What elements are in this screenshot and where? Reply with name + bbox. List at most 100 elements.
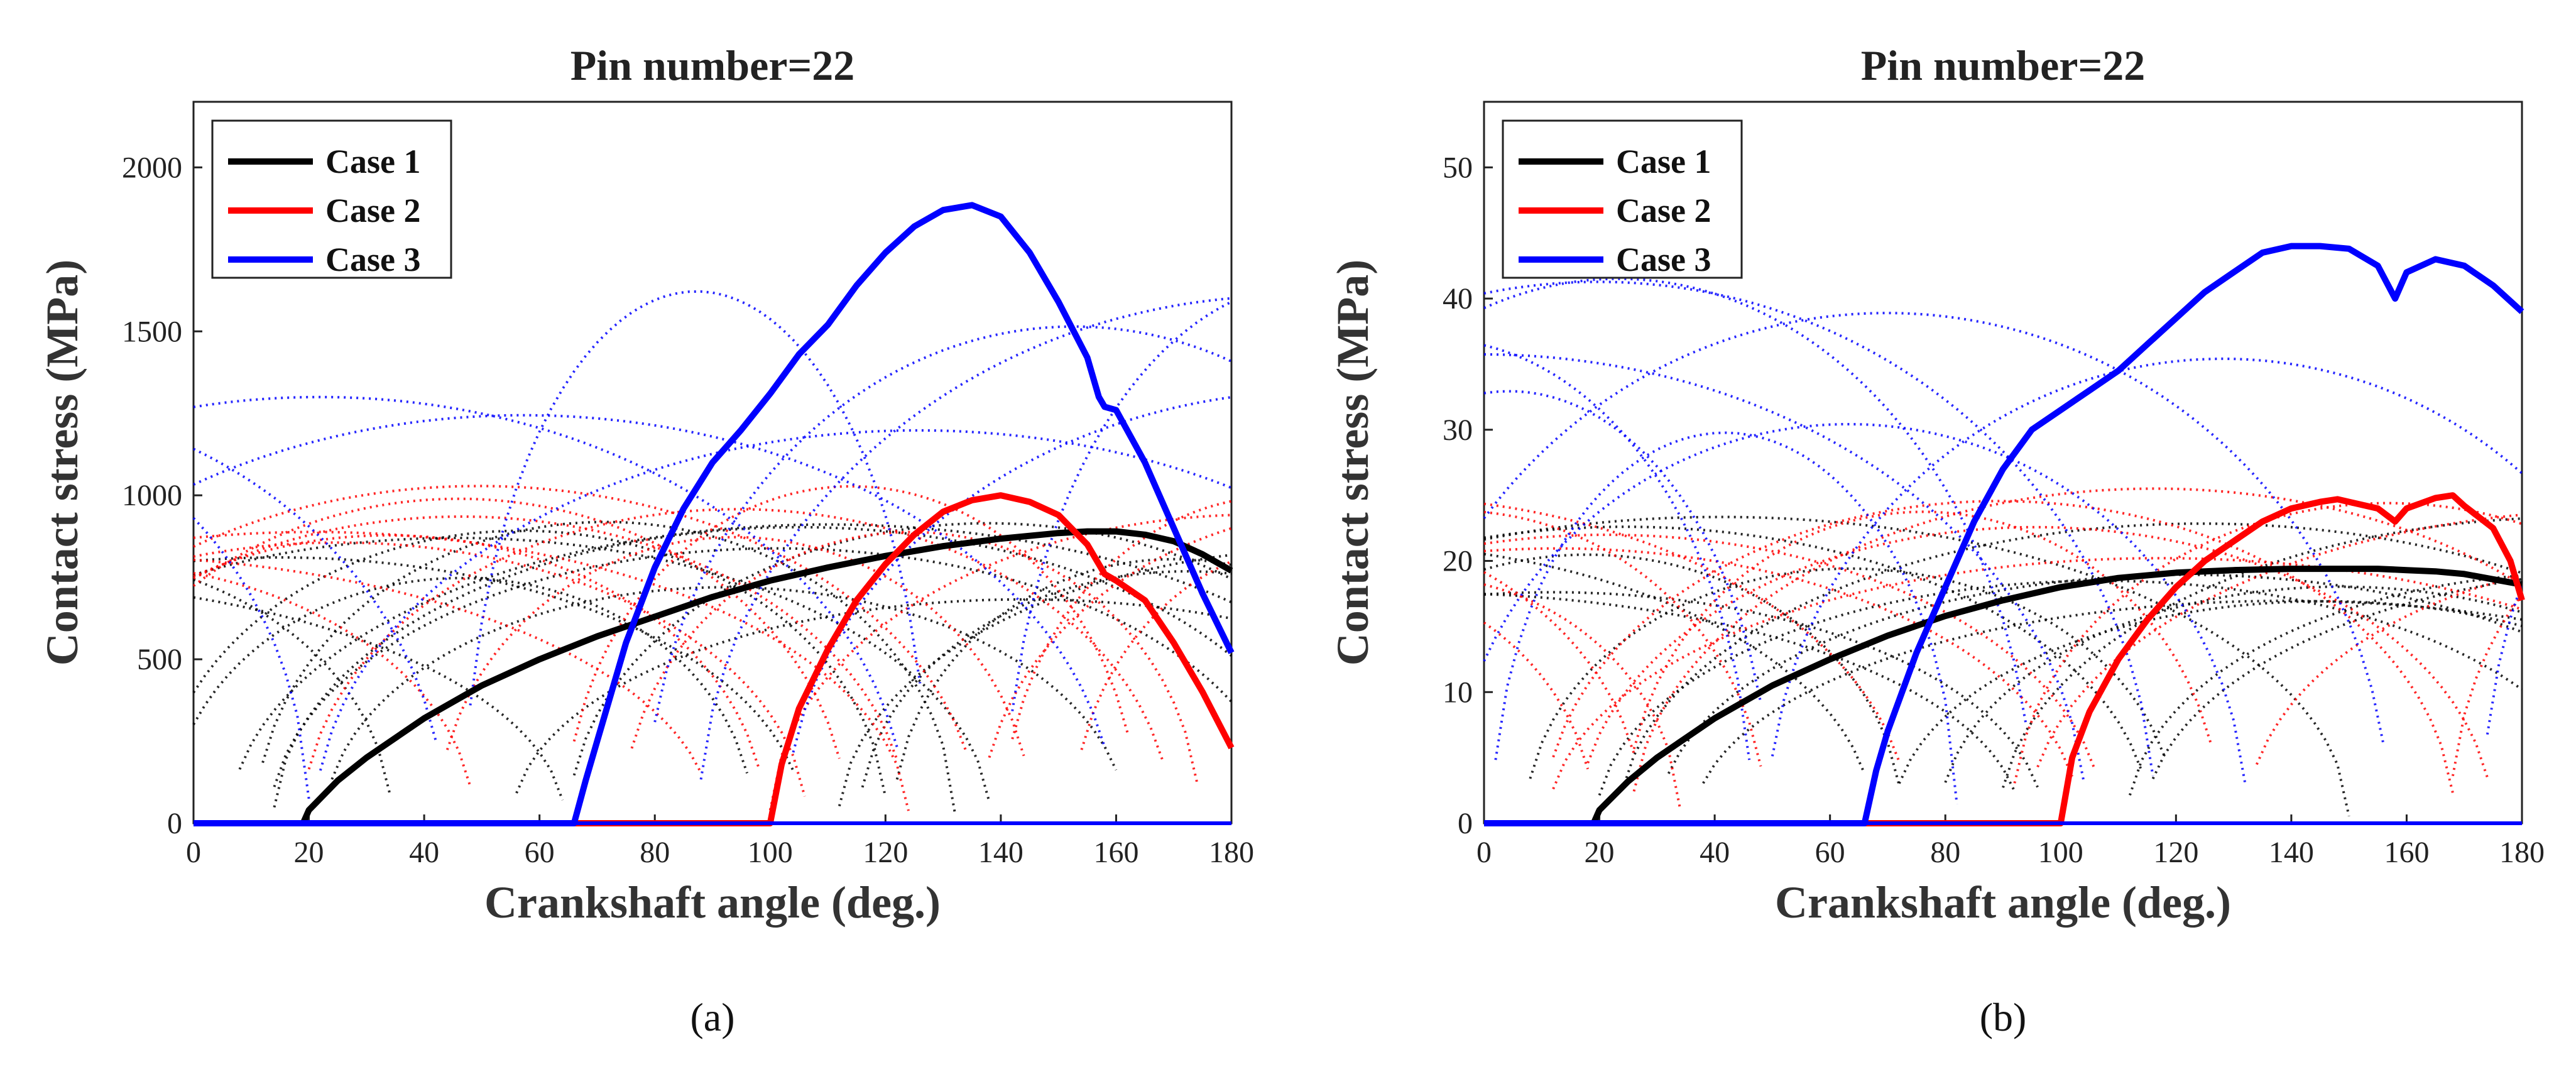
- y-tick-label: 30: [1443, 414, 1473, 447]
- background-curve: [2255, 574, 2523, 765]
- background-curve: [1483, 277, 2028, 725]
- background-curve: [1621, 522, 2523, 791]
- x-tick-label: 40: [1700, 836, 1730, 869]
- background-curve: [1667, 573, 2523, 774]
- legend-label: Case 2: [1616, 192, 1711, 229]
- series-line-case-3: [1484, 243, 2524, 826]
- y-tick-label: 40: [1443, 282, 1473, 315]
- panel-caption: (b): [1980, 995, 2027, 1039]
- series-line-case-1: [1484, 566, 2523, 826]
- background-curve: [572, 522, 1232, 776]
- x-tick-label: 60: [525, 836, 555, 869]
- x-tick-label: 40: [409, 836, 439, 869]
- background-pin-curves: [1483, 277, 2523, 817]
- legend-label: Case 1: [1616, 143, 1711, 180]
- background-curve: [193, 530, 910, 811]
- background-curve: [699, 297, 1232, 780]
- background-curve: [319, 429, 1232, 771]
- x-axis-label: Crankshaft angle (deg.): [1775, 877, 2231, 928]
- chart-panel-a: 0 20 40 60 80 100 120 140 160 180 0 500 1000 1500 2000…: [37, 41, 1254, 1039]
- y-tick-label: 0: [1458, 807, 1473, 840]
- background-curve: [2151, 578, 2523, 780]
- background-curve: [2486, 582, 2523, 735]
- background-curve: [1483, 344, 1751, 760]
- background-curve: [1494, 431, 1958, 804]
- legend: Case 1 Case 2 Case 3: [211, 119, 452, 279]
- background-curve: [445, 535, 1025, 757]
- background-curve: [895, 557, 1232, 780]
- y-tick-label: 1000: [122, 479, 182, 512]
- background-curve: [1702, 600, 2523, 784]
- background-curve: [238, 523, 1232, 770]
- y-tick-label: 50: [1443, 151, 1473, 184]
- background-curve: [193, 414, 1106, 747]
- legend-label: Case 2: [325, 192, 420, 229]
- x-tick-label: 140: [2269, 836, 2314, 869]
- background-curve: [1483, 571, 1635, 754]
- x-axis-label: Crankshaft angle (deg.): [484, 877, 941, 928]
- legend-label: Case 3: [1616, 241, 1711, 278]
- background-curve: [1598, 579, 2523, 796]
- legend-label: Case 1: [325, 143, 420, 180]
- x-tick-label: 180: [1209, 836, 1254, 869]
- background-curve: [1483, 622, 1590, 770]
- background-curve: [1483, 280, 2154, 777]
- y-tick-label: 20: [1443, 545, 1473, 578]
- background-curve: [1483, 552, 1866, 775]
- legend-box: [211, 119, 452, 279]
- x-tick-label: 80: [1930, 836, 1960, 869]
- x-tick-label: 160: [1093, 836, 1138, 869]
- background-curve: [2002, 517, 2523, 788]
- chart-title: Pin number=22: [570, 41, 854, 89]
- x-tick-label: 20: [1585, 836, 1615, 869]
- legend-box: [1502, 119, 1743, 279]
- y-axis-label: Contact stress (MPa): [37, 260, 87, 666]
- x-tick-label: 100: [2038, 836, 2083, 869]
- x-tick-label: 60: [1815, 836, 1845, 869]
- y-tick-label: 2000: [122, 151, 182, 184]
- background-curve: [1632, 487, 2523, 792]
- x-tick-label: 140: [978, 836, 1023, 869]
- background-curve: [1483, 353, 2085, 782]
- x-tick-label: 80: [640, 836, 670, 869]
- x-tick-label: 20: [294, 836, 324, 869]
- legend-label: Case 3: [325, 241, 420, 278]
- background-curve: [1483, 390, 1762, 703]
- x-tick-label: 0: [186, 836, 201, 869]
- series-line-case-1: [194, 528, 1233, 826]
- background-curve: [1944, 585, 2523, 783]
- background-curve: [1483, 502, 1901, 762]
- x-tick-label: 120: [863, 836, 908, 869]
- background-curve: [193, 558, 702, 774]
- background-curve: [1483, 593, 2016, 792]
- background-curve: [653, 325, 1232, 723]
- background-curve: [1483, 547, 2073, 777]
- background-curve: [2036, 513, 2523, 768]
- series-line-case-2: [1484, 492, 2525, 826]
- background-curve: [1632, 510, 2212, 750]
- background-curve: [515, 598, 1232, 794]
- panel-caption: (a): [690, 995, 734, 1039]
- background-curve: [273, 547, 1233, 787]
- y-tick-label: 1500: [122, 315, 182, 348]
- background-curve: [1483, 312, 2385, 745]
- series-line-case-2: [194, 492, 1235, 826]
- x-tick-label: 180: [2499, 836, 2545, 869]
- legend: Case 1 Case 2 Case 3: [1502, 119, 1743, 279]
- background-curve: [1483, 583, 1681, 809]
- x-tick-label: 0: [1476, 836, 1492, 869]
- y-tick-label: 0: [167, 807, 182, 840]
- background-curve: [1897, 600, 2523, 784]
- x-tick-label: 100: [748, 836, 793, 869]
- y-axis-label: Contact stress (MPa): [1328, 260, 1378, 666]
- chart-title: Pin number=22: [1861, 41, 2145, 89]
- background-curve: [307, 508, 1164, 770]
- x-tick-label: 160: [2384, 836, 2429, 869]
- background-curve: [469, 290, 922, 706]
- background-curve: [768, 513, 1232, 811]
- background-curve: [2451, 593, 2523, 777]
- y-tick-label: 500: [137, 643, 182, 676]
- background-curve: [1011, 300, 1232, 711]
- chart-panel-b: 0 20 40 60 80 100 120 140 160 180 0 10 20 30 40 50 Pin n…: [1328, 41, 2545, 1039]
- background-curve: [193, 534, 760, 768]
